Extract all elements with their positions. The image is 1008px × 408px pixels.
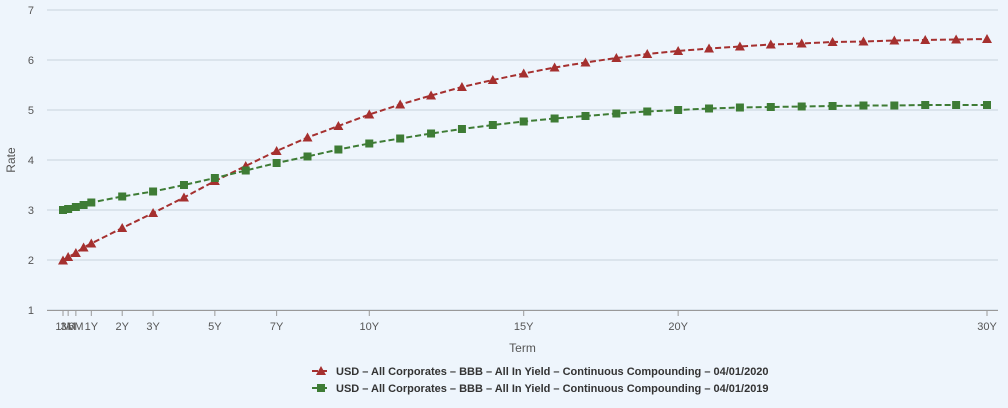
series-2-point (59, 206, 67, 214)
series-1-point (796, 38, 807, 48)
x-tick-label: 20Y (668, 321, 688, 333)
series-1-point (951, 34, 962, 44)
series-2-point (79, 201, 88, 209)
x-tick-label: 1M (55, 321, 70, 333)
legend-item-1[interactable]: USD – All Corporates – BBB – All In Yiel… (336, 366, 769, 378)
legend-marker-2 (317, 384, 325, 392)
y-tick-label: 1 (28, 305, 34, 317)
series-1-point (302, 132, 313, 142)
series-1-point (704, 43, 715, 53)
y-tick-label: 2 (28, 255, 34, 267)
series-1-point (827, 37, 838, 46)
series-1-point (426, 90, 437, 100)
series-line-2 (62, 104, 987, 211)
series-1-point (889, 35, 900, 45)
series-2-point (952, 101, 961, 109)
series-1-point (982, 34, 992, 43)
series-1-point (518, 68, 529, 78)
series-1-point (58, 255, 68, 265)
series-2-point (921, 101, 930, 109)
x-tick-label: 30Y (977, 321, 997, 333)
series-2-point (581, 112, 590, 120)
x-tick-label: 10Y (359, 321, 379, 333)
x-tick-label: 2Y (115, 321, 129, 333)
series-1-point (765, 39, 776, 49)
series-1-point (920, 35, 931, 44)
series-2-point (118, 192, 127, 201)
series-2-point (71, 203, 80, 211)
series-2-point (797, 102, 806, 111)
series-2-point (179, 181, 188, 189)
series-1-point (549, 62, 560, 72)
series-2-point (519, 117, 528, 126)
y-tick-label: 4 (28, 155, 34, 167)
series-1-point (178, 192, 189, 202)
series-2-point (674, 106, 683, 114)
series-1-point (487, 75, 498, 84)
series-1-point (395, 99, 406, 109)
series-1-point (673, 46, 684, 55)
series-2-point (87, 198, 96, 207)
series-2-point (457, 125, 466, 133)
legend-item-2[interactable]: USD – All Corporates – BBB – All In Yiel… (336, 383, 769, 395)
legend-marker-1 (316, 366, 326, 375)
series-1-point (63, 252, 74, 261)
x-tick-label: 6M (68, 321, 83, 333)
series-2-point (303, 152, 312, 161)
y-tick-label: 5 (28, 105, 34, 117)
series-2-point (550, 114, 559, 123)
series-1-point (148, 208, 159, 217)
x-tick-label: 3Y (146, 321, 160, 333)
series-2-point (983, 101, 991, 109)
series-1-point (117, 223, 128, 232)
series-2-point (612, 109, 621, 118)
series-2-point (643, 107, 652, 116)
series-2-point (705, 104, 714, 113)
series-2-point (735, 103, 744, 112)
series-2-point (396, 134, 405, 143)
series-2-point (241, 166, 250, 175)
series-2-point (890, 101, 899, 110)
x-tick-label: 15Y (514, 321, 534, 333)
series-1-point (734, 41, 745, 51)
series-2-point (210, 174, 219, 182)
x-tick-label: 5Y (208, 321, 222, 333)
series-2-point (334, 145, 343, 154)
y-tick-label: 3 (28, 205, 34, 217)
y-tick-label: 6 (28, 55, 34, 67)
x-tick-label: 7Y (270, 321, 284, 333)
series-2-point (766, 103, 775, 111)
y-axis-title: Rate (4, 147, 18, 173)
series-1-point (611, 53, 622, 62)
series-1-point (364, 109, 375, 119)
series-2-point (272, 159, 281, 167)
series-2-point (365, 139, 374, 148)
series-1-point (86, 238, 97, 248)
series-2-point (149, 187, 158, 196)
series-1-point (858, 36, 869, 46)
series-1-point (580, 57, 591, 67)
y-tick-label: 7 (28, 5, 34, 17)
series-2-point (427, 129, 436, 138)
x-tick-label: 3M (61, 321, 76, 333)
series-1-point (271, 146, 282, 155)
series-2-point (828, 102, 837, 110)
series-1-point (333, 121, 344, 130)
x-axis-title: Term (509, 341, 536, 355)
series-1-point (70, 248, 81, 257)
series-2-point (64, 205, 73, 213)
series-1-point (456, 82, 467, 91)
series-2-point (488, 121, 497, 129)
series-line-1 (62, 38, 988, 262)
x-tick-label: 1Y (85, 321, 99, 333)
series-1-point (642, 49, 653, 58)
series-1-point (78, 242, 89, 252)
series-2-point (859, 101, 868, 110)
